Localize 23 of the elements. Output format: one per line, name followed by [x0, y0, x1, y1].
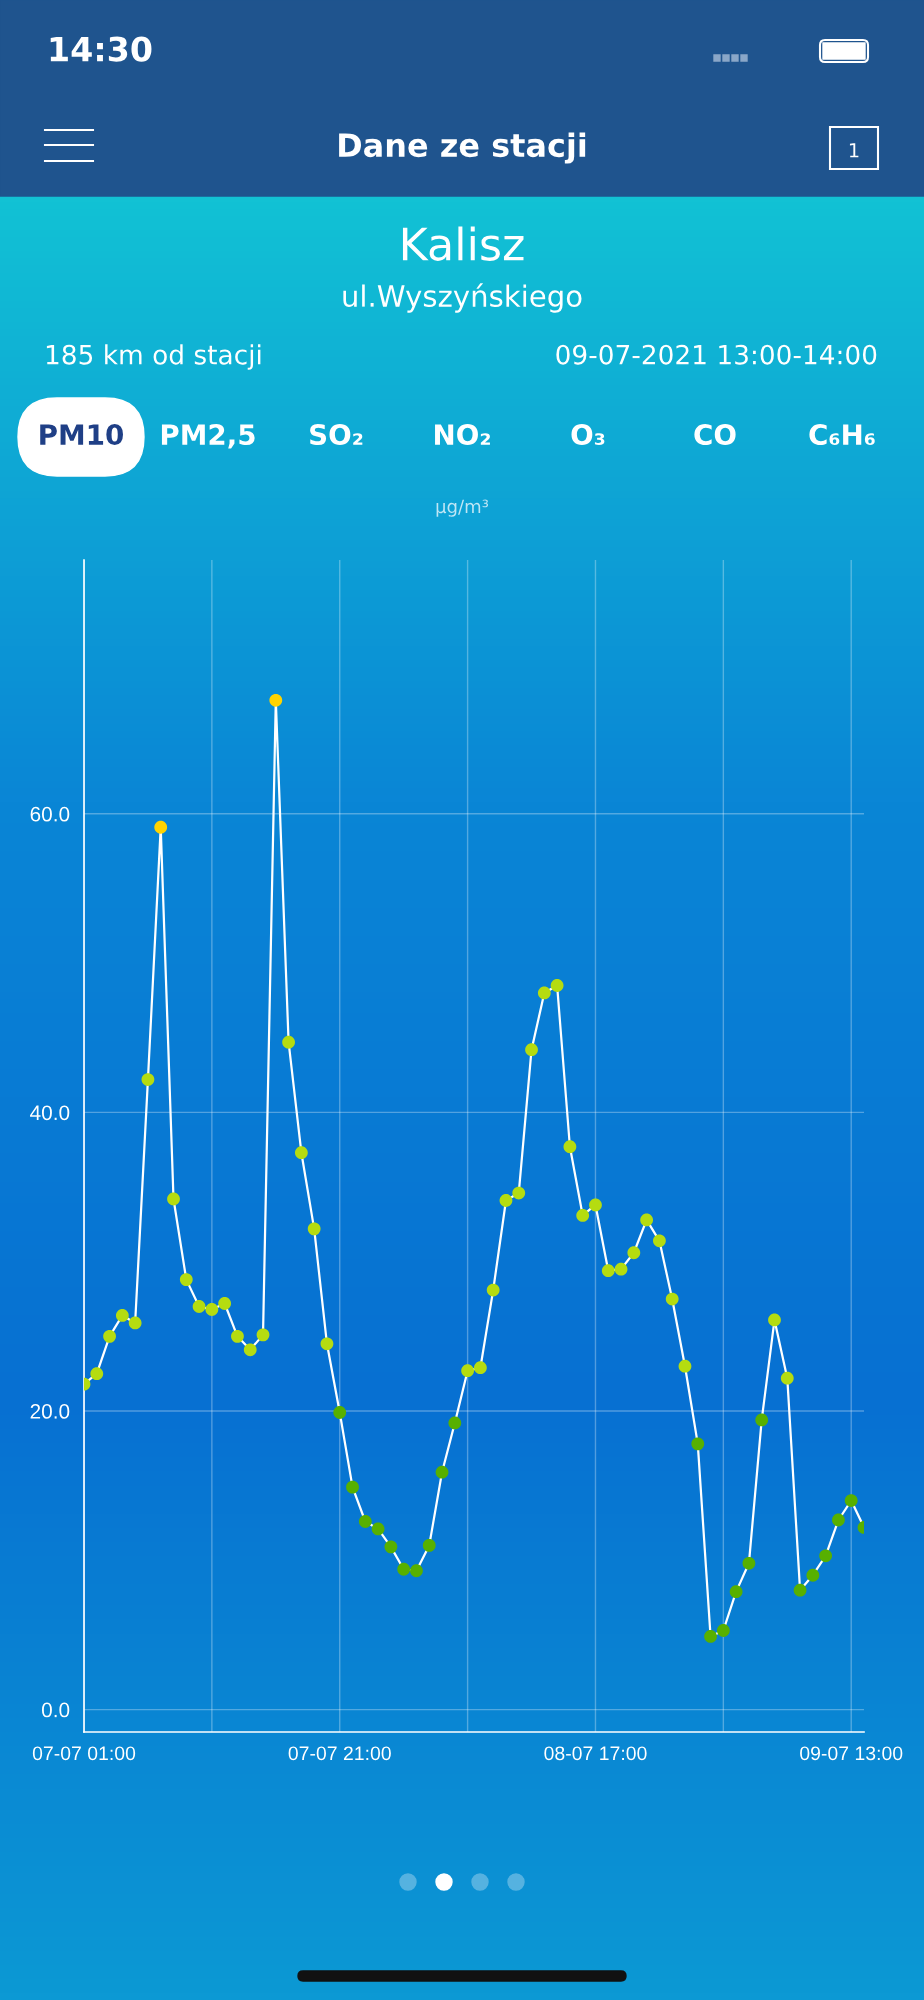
- y-axis-title: µg/m³: [436, 499, 489, 517]
- y-tick-label: 0.0: [41, 1702, 70, 1718]
- x-tick-label: 09-07 13:00: [800, 1746, 903, 1761]
- text: CO: [694, 424, 736, 446]
- chart-title: Kalisz: [402, 226, 524, 261]
- text: C₆H₆: [809, 424, 875, 446]
- text: Dane ze stacji: [339, 132, 586, 164]
- text: NO₂: [435, 424, 490, 446]
- y-tick-label: 40.0: [30, 1105, 70, 1121]
- x-tick-label: 07-07 21:00: [288, 1746, 391, 1761]
- text: 09-07-2021 13:00-14:00: [556, 344, 877, 365]
- text: O₃: [571, 424, 605, 446]
- y-tick-label: 20.0: [30, 1404, 70, 1419]
- text: PM2,5: [161, 424, 255, 449]
- x-tick-label: 07-07 01:00: [32, 1746, 136, 1761]
- text: 1: [849, 143, 859, 158]
- y-tick-label: 60.0: [30, 806, 70, 822]
- chart-subtitle: ul.Wyszyńskiego: [343, 283, 582, 313]
- text: 14:30: [50, 36, 152, 62]
- text: 185 km od stacji: [46, 344, 261, 370]
- x-tick-label: 08-07 17:00: [544, 1746, 647, 1761]
- text: SO₂: [310, 424, 363, 446]
- text: PM10: [40, 424, 123, 446]
